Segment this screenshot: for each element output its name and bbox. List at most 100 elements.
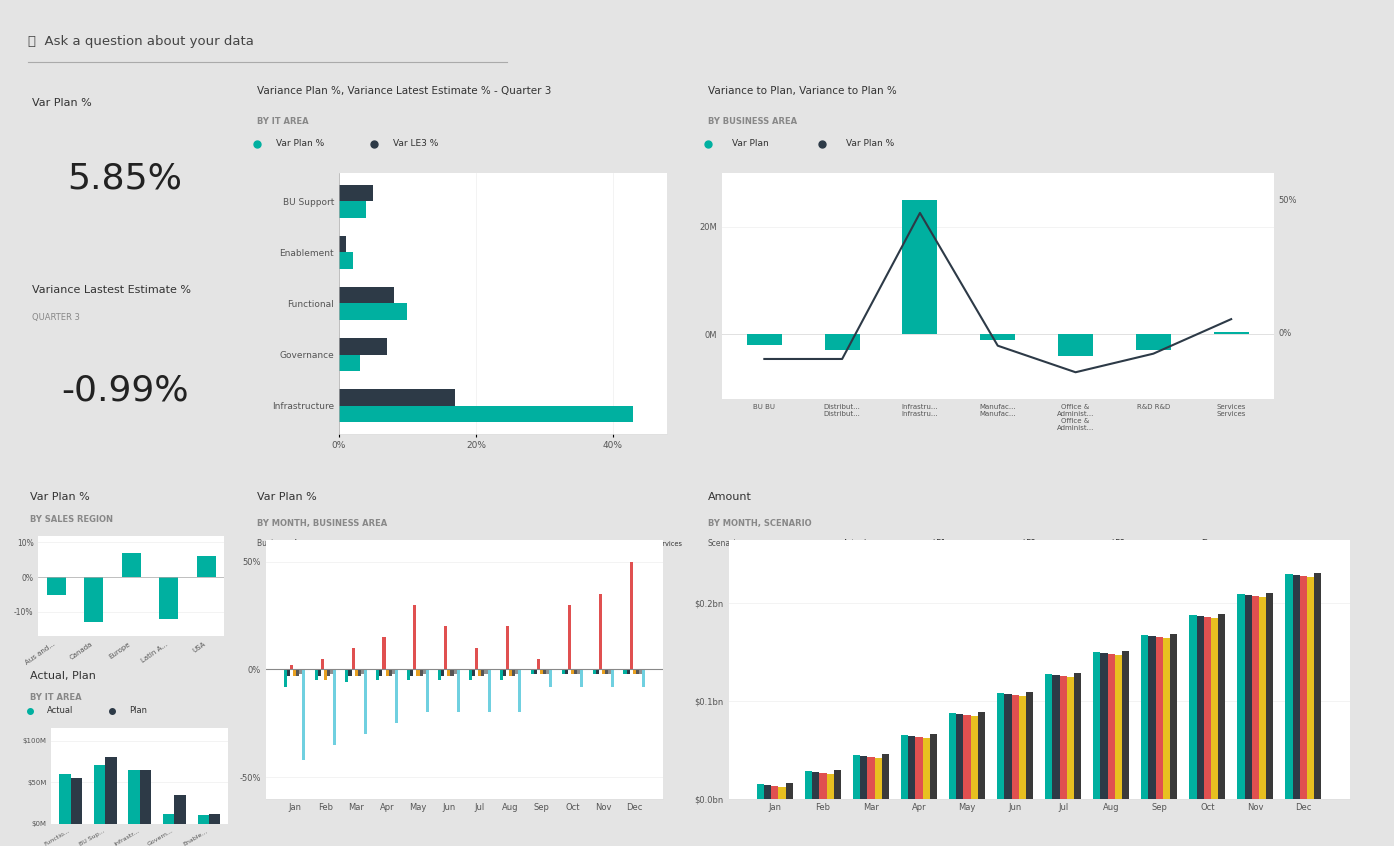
Bar [468, 669, 473, 680]
Bar [595, 669, 598, 673]
Text: Plan: Plan [1202, 539, 1218, 548]
Bar [860, 755, 867, 799]
Bar [574, 669, 577, 673]
Bar [534, 669, 537, 673]
Bar [71, 778, 82, 824]
Bar [414, 605, 417, 669]
Bar [909, 736, 916, 799]
Bar [638, 669, 643, 673]
Bar [633, 669, 636, 673]
Bar [827, 774, 834, 799]
Bar [923, 738, 930, 799]
Bar [970, 716, 979, 799]
Bar [1019, 696, 1026, 799]
Bar [339, 354, 360, 371]
Bar [302, 669, 305, 760]
Bar [339, 389, 456, 405]
Bar [209, 814, 220, 824]
Bar [500, 669, 503, 680]
Bar [197, 557, 216, 577]
Bar [106, 757, 117, 824]
Bar [139, 770, 152, 824]
Bar [392, 669, 395, 673]
Bar [379, 669, 382, 676]
Bar [539, 669, 544, 673]
Bar [1108, 654, 1115, 799]
Bar [519, 669, 521, 712]
Bar [488, 669, 491, 712]
Bar [358, 669, 361, 676]
Text: LE3: LE3 [1111, 539, 1125, 548]
Bar [565, 669, 567, 673]
Bar [1218, 614, 1225, 799]
Bar [450, 669, 453, 676]
Bar [506, 626, 509, 669]
Bar [417, 669, 420, 676]
Bar [422, 669, 425, 673]
Bar [949, 712, 956, 799]
Bar [1252, 596, 1259, 799]
Bar [128, 770, 139, 824]
Text: Var Plan %: Var Plan % [276, 140, 325, 148]
Bar [1115, 655, 1122, 799]
Bar [512, 669, 516, 676]
Text: Variance Lastest Estimate %: Variance Lastest Estimate % [32, 285, 191, 295]
Bar [580, 669, 583, 687]
Text: Var Plan: Var Plan [732, 140, 769, 148]
Text: -0.99%: -0.99% [61, 374, 188, 408]
Bar [1245, 595, 1252, 799]
Text: BY MONTH, SCENARIO: BY MONTH, SCENARIO [708, 519, 811, 528]
Bar [121, 553, 141, 577]
Text: Amount: Amount [708, 492, 751, 503]
Bar [407, 669, 410, 680]
Bar [330, 669, 333, 673]
Bar [485, 669, 488, 673]
Bar [438, 669, 441, 680]
Bar [410, 669, 414, 676]
Bar [537, 658, 539, 669]
Bar [874, 758, 882, 799]
Bar [1315, 574, 1322, 799]
Bar [386, 669, 389, 676]
Bar [531, 669, 534, 673]
Bar [339, 287, 393, 304]
Bar [339, 201, 367, 217]
Bar [546, 669, 549, 673]
Text: BY MONTH, BUSINESS AREA: BY MONTH, BUSINESS AREA [256, 519, 388, 528]
Bar [174, 794, 185, 824]
Bar [747, 334, 782, 345]
Bar [361, 669, 364, 673]
Bar [1100, 653, 1108, 799]
Bar [834, 771, 841, 799]
Text: Office & A...: Office & A... [562, 541, 602, 547]
Bar [503, 669, 506, 676]
Bar [980, 334, 1015, 340]
Bar [453, 669, 457, 673]
Bar [382, 637, 386, 669]
Bar [283, 669, 287, 687]
Text: Plan: Plan [130, 706, 148, 715]
Bar [323, 669, 326, 680]
Bar [326, 669, 330, 676]
Bar [608, 669, 611, 673]
Bar [598, 594, 602, 669]
Bar [757, 784, 764, 799]
Bar [509, 669, 512, 676]
Text: Var Plan %: Var Plan % [256, 492, 316, 503]
Text: Actual: Actual [47, 706, 74, 715]
Bar [47, 577, 66, 595]
Bar [867, 756, 874, 799]
Bar [1142, 634, 1149, 799]
Bar [315, 669, 318, 680]
Bar [1308, 577, 1315, 799]
Text: 5.85%: 5.85% [67, 162, 183, 195]
Text: Actual, Plan: Actual, Plan [29, 671, 96, 681]
Bar [1189, 615, 1196, 799]
Bar [445, 626, 447, 669]
Text: BY SALES REGION: BY SALES REGION [29, 514, 113, 524]
Bar [602, 669, 605, 673]
Bar [916, 737, 923, 799]
Bar [339, 236, 346, 252]
Text: Var Plan %: Var Plan % [846, 140, 894, 148]
Bar [473, 669, 475, 676]
